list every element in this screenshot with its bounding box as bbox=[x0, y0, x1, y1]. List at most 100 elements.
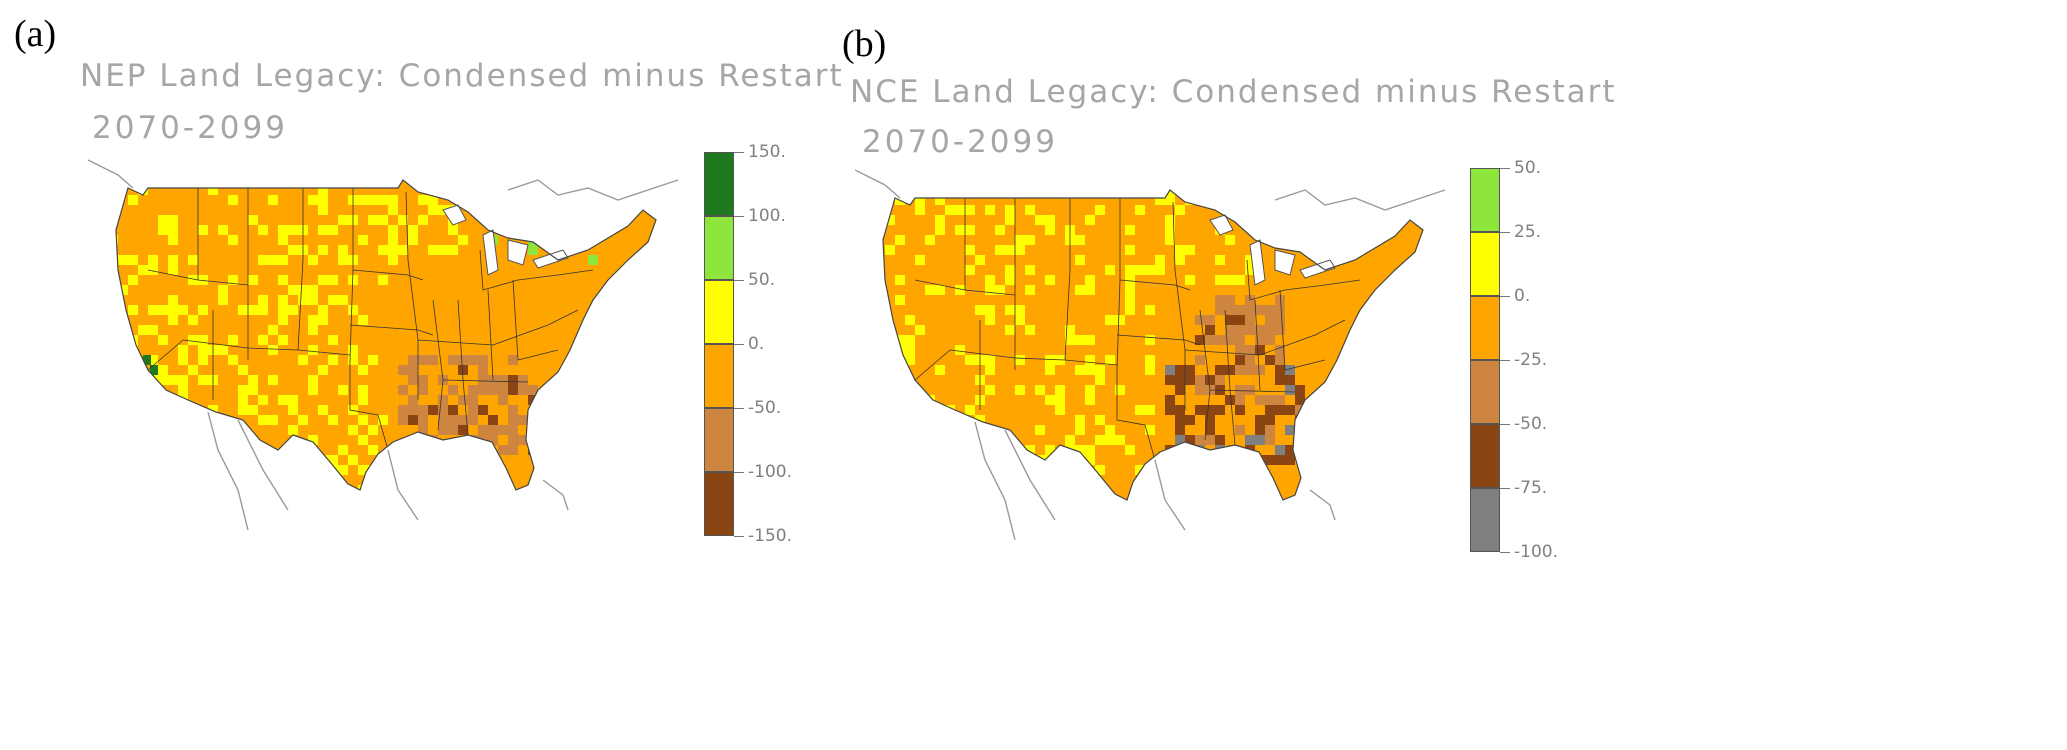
grid-cell bbox=[608, 455, 618, 465]
grid-cell bbox=[658, 355, 668, 365]
grid-cell bbox=[1215, 285, 1225, 295]
grid-cell bbox=[378, 180, 388, 185]
grid-cell bbox=[228, 455, 238, 465]
grid-cell bbox=[975, 235, 985, 245]
grid-cell bbox=[885, 405, 895, 415]
grid-cell bbox=[1115, 505, 1125, 515]
grid-cell bbox=[298, 425, 308, 435]
grid-cell bbox=[498, 255, 508, 265]
grid-cell bbox=[468, 445, 478, 455]
grid-cell bbox=[228, 285, 238, 295]
grid-cell bbox=[458, 245, 468, 255]
grid-cell bbox=[1365, 365, 1375, 375]
grid-cell bbox=[1185, 385, 1195, 395]
grid-cell bbox=[116, 295, 118, 305]
grid-cell bbox=[1265, 215, 1275, 225]
grid-cell bbox=[1155, 215, 1165, 225]
grid-cell bbox=[1265, 285, 1275, 295]
grid-cell bbox=[1175, 445, 1185, 455]
grid-cell bbox=[618, 295, 628, 305]
grid-cell bbox=[608, 405, 618, 415]
grid-cell bbox=[1145, 195, 1155, 205]
grid-cell bbox=[1275, 295, 1285, 305]
grid-cell bbox=[178, 305, 188, 315]
grid-cell bbox=[228, 315, 238, 325]
grid-cell bbox=[608, 285, 618, 295]
grid-cell bbox=[1235, 345, 1245, 355]
grid-cell bbox=[358, 375, 368, 385]
grid-cell bbox=[995, 295, 1005, 305]
grid-cell bbox=[428, 180, 438, 185]
grid-cell bbox=[1205, 495, 1215, 500]
grid-cell bbox=[448, 355, 458, 365]
grid-cell bbox=[388, 180, 398, 185]
grid-cell bbox=[438, 315, 448, 325]
state-boundary bbox=[1064, 198, 1071, 361]
grid-cell bbox=[1125, 315, 1135, 325]
grid-cell bbox=[1065, 485, 1075, 495]
grid-cell bbox=[1385, 215, 1395, 225]
grid-cell bbox=[1305, 225, 1315, 235]
grid-cell bbox=[1325, 315, 1335, 325]
grid-cell bbox=[128, 265, 138, 275]
grid-cell bbox=[138, 345, 148, 355]
grid-cell bbox=[348, 495, 358, 505]
grid-cell bbox=[278, 235, 288, 245]
grid-cell bbox=[218, 225, 228, 235]
grid-cell bbox=[1395, 235, 1405, 245]
colorbar-segment bbox=[704, 472, 734, 536]
grid-cell bbox=[945, 485, 955, 495]
grid-cell bbox=[308, 245, 318, 255]
grid-cell bbox=[1145, 305, 1155, 315]
grid-cell bbox=[368, 235, 378, 245]
grid-cell bbox=[1215, 345, 1225, 355]
grid-cell bbox=[1355, 355, 1365, 365]
grid-cell bbox=[338, 215, 348, 225]
grid-cell bbox=[935, 495, 945, 500]
grid-cell bbox=[418, 195, 428, 205]
grid-cell bbox=[1015, 245, 1025, 255]
grid-cell bbox=[1385, 295, 1395, 305]
grid-cell bbox=[1025, 435, 1035, 445]
grid-cell bbox=[378, 355, 388, 365]
grid-cell bbox=[1395, 305, 1405, 315]
grid-cell bbox=[1395, 265, 1405, 275]
grid-cell bbox=[1405, 435, 1415, 445]
grid-cell bbox=[378, 485, 388, 490]
grid-cell bbox=[116, 215, 118, 225]
grid-cell bbox=[258, 355, 268, 365]
grid-cell bbox=[1385, 195, 1395, 205]
great-lake bbox=[1209, 214, 1234, 236]
grid-cell bbox=[158, 285, 168, 295]
grid-cell bbox=[238, 465, 248, 475]
grid-cell bbox=[1215, 465, 1225, 475]
grid-cell bbox=[348, 395, 358, 405]
grid-cell bbox=[528, 185, 538, 195]
state-boundary bbox=[1184, 349, 1261, 356]
grid-cell bbox=[1235, 435, 1245, 445]
grid-cell bbox=[378, 195, 388, 205]
grid-cell bbox=[468, 245, 478, 255]
grid-cell bbox=[1215, 505, 1225, 515]
grid-cell bbox=[1385, 345, 1395, 355]
grid-cell bbox=[1275, 245, 1285, 255]
grid-cell bbox=[558, 455, 568, 465]
grid-cell bbox=[188, 225, 198, 235]
colorbar-b: 50. 25. 0. -25. -50. -75. -100. bbox=[1470, 158, 1580, 562]
grid-cell bbox=[618, 215, 628, 225]
grid-cell bbox=[1355, 235, 1365, 245]
grid-cell bbox=[118, 405, 128, 415]
grid-cell bbox=[418, 315, 428, 325]
grid-cell bbox=[608, 445, 618, 455]
grid-cell bbox=[1195, 375, 1205, 385]
state-boundary bbox=[557, 269, 594, 276]
grid-cell bbox=[1345, 275, 1355, 285]
grid-cell bbox=[588, 445, 598, 455]
grid-cell bbox=[118, 265, 128, 275]
grid-cell bbox=[1005, 235, 1015, 245]
grid-cell bbox=[298, 485, 308, 490]
grid-cell bbox=[1085, 345, 1095, 355]
grid-cell bbox=[498, 205, 508, 215]
grid-cell bbox=[458, 335, 468, 345]
grid-cell bbox=[248, 475, 258, 485]
